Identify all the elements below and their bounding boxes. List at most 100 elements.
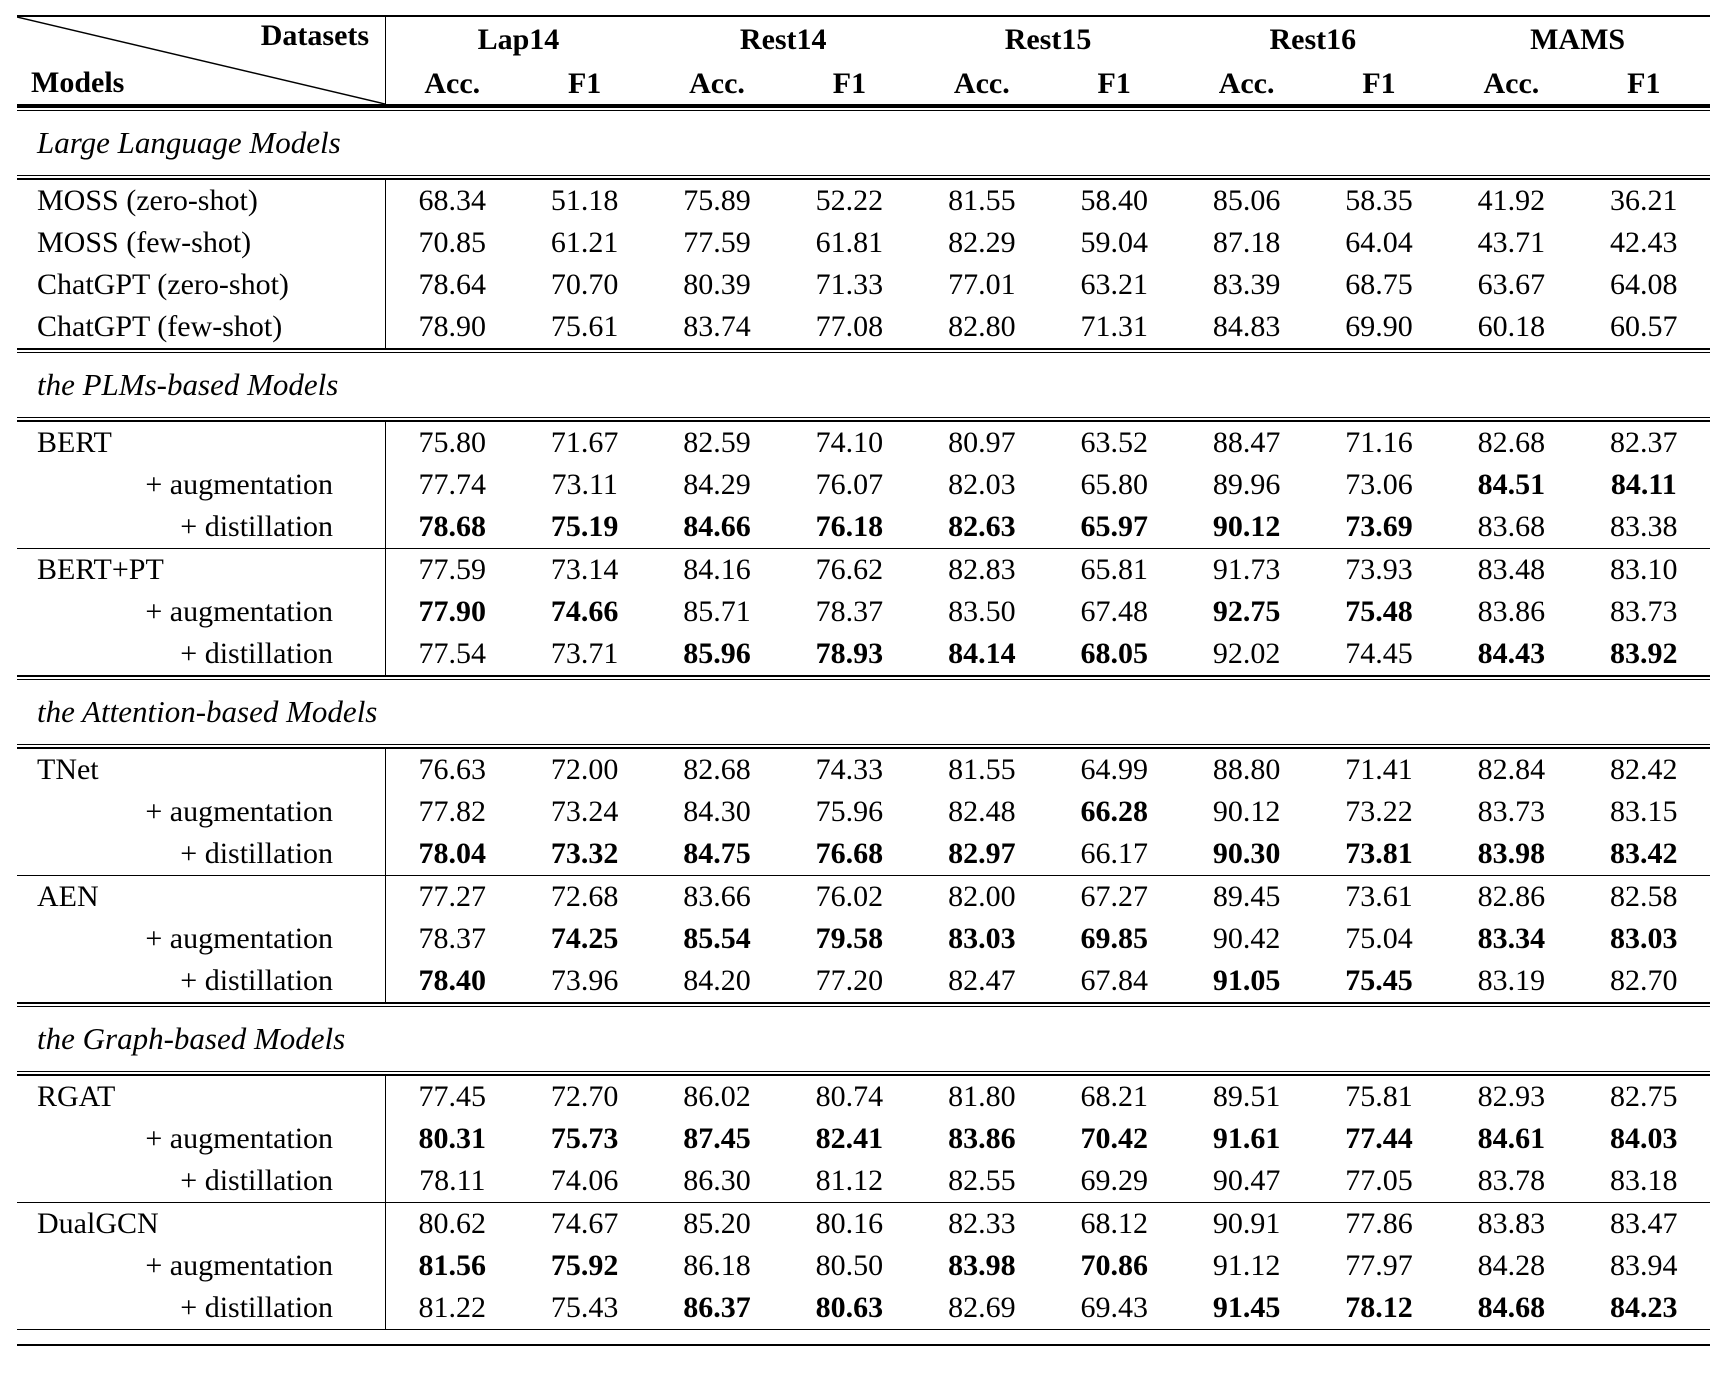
cell-value: 78.12 (1312, 1287, 1446, 1330)
cell-value: 83.94 (1610, 1249, 1678, 1282)
cell-value: 77.90 (418, 595, 487, 628)
cell-value: 77.05 (1345, 1164, 1413, 1197)
cell-value: 78.64 (418, 268, 487, 301)
model-label: ChatGPT (few-shot) (17, 306, 387, 349)
cell-value: 83.68 (1477, 510, 1546, 543)
cell-value: 84.61 (1477, 1122, 1546, 1155)
cell-value: 76.07 (815, 468, 884, 501)
cell-value: 78.68 (418, 510, 487, 543)
cell-value: 80.50 (815, 1249, 884, 1282)
cell-value: 73.11 (551, 468, 618, 501)
cell-value: 82.75 (1577, 1075, 1710, 1118)
table-row: DualGCN 80.62 74.67 85.20 80.16 82.33 68.12 90.… (17, 1202, 1710, 1245)
subcol-f1-rest16: F1 (1312, 63, 1446, 107)
cell-value: 74.10 (783, 421, 916, 464)
table-row: + augmentation 81.56 75.92 86.18 80.50 83.98 7… (17, 1245, 1710, 1287)
cell-value: 76.02 (783, 875, 916, 918)
model-label: MOSS (zero-shot) (17, 179, 387, 222)
cell-value: 82.33 (915, 1202, 1049, 1245)
cell-value: 73.96 (518, 960, 651, 1003)
results-table-grid: Datasets Models Lap14 Rest14 Rest15 Rest16 M… (17, 15, 1710, 1346)
cell-value: 81.56 (418, 1249, 487, 1282)
cell-value: 63.21 (1080, 268, 1148, 301)
cell-value: 74.67 (518, 1202, 651, 1245)
table-row: RGAT 77.45 72.70 86.02 80.74 81.80 68.21 89.51 7… (17, 1075, 1710, 1118)
cell-value: 83.10 (1577, 548, 1710, 591)
cell-value: 71.41 (1312, 748, 1446, 791)
cell-value: 87.18 (1212, 226, 1281, 259)
cell-value: 77.86 (1312, 1202, 1446, 1245)
cell-value: 82.48 (948, 795, 1016, 828)
cell-value: 67.48 (1080, 595, 1148, 628)
cell-value: 65.80 (1080, 468, 1148, 501)
section-title-row: the PLMs-based Models (17, 349, 1710, 421)
cell-value: 82.70 (1577, 960, 1710, 1003)
cell-value: 84.68 (1445, 1287, 1578, 1330)
subcol-f1-lap14: F1 (518, 63, 651, 107)
model-variant-label: + distillation (17, 506, 387, 548)
cell-value: 84.30 (683, 795, 751, 828)
cell-value: 75.43 (518, 1287, 651, 1330)
dataset-header-lap14: Lap14 (477, 23, 560, 56)
cell-value: 63.67 (1477, 268, 1546, 301)
section-title: the PLMs-based Models (17, 349, 1710, 421)
dataset-header-rest16: Rest16 (1269, 23, 1357, 56)
cell-value: 82.29 (948, 226, 1016, 259)
cell-value: 69.43 (1048, 1287, 1181, 1330)
cell-value: 77.82 (418, 795, 487, 828)
cell-value: 73.69 (1345, 510, 1413, 543)
cell-value: 85.20 (650, 1202, 784, 1245)
table-row: + augmentation 78.37 74.25 85.54 79.58 83.03 6… (17, 918, 1710, 960)
model-label: RGAT (17, 1075, 387, 1118)
cell-value: 78.37 (815, 595, 884, 628)
cell-value: 69.29 (1080, 1164, 1148, 1197)
cell-value: 83.42 (1610, 837, 1678, 870)
cell-value: 80.16 (783, 1202, 916, 1245)
cell-value: 82.93 (1445, 1075, 1578, 1118)
cell-value: 68.12 (1048, 1202, 1181, 1245)
cell-value: 77.74 (418, 468, 487, 501)
model-variant-label: + augmentation (17, 1118, 387, 1160)
cell-value: 83.19 (1445, 960, 1578, 1003)
cell-value: 80.39 (683, 268, 751, 301)
cell-value: 64.04 (1345, 226, 1413, 259)
cell-value: 72.68 (518, 875, 651, 918)
table-row: ChatGPT (few-shot) 78.90 75.61 83.74 77.08 82… (17, 306, 1710, 349)
cell-value: 76.18 (815, 510, 884, 543)
cell-value: 92.02 (1180, 633, 1313, 676)
cell-value: 58.40 (1048, 179, 1181, 222)
cell-value: 77.08 (783, 306, 916, 349)
cell-value: 83.03 (948, 922, 1016, 955)
cell-value: 42.43 (1610, 226, 1678, 259)
cell-value: 73.32 (550, 837, 619, 870)
cell-value: 73.24 (550, 795, 619, 828)
cell-value: 83.34 (1477, 922, 1546, 955)
cell-value: 66.17 (1080, 837, 1148, 870)
model-variant-label: + distillation (17, 960, 387, 1003)
cell-value: 83.86 (1477, 595, 1546, 628)
model-label: MOSS (few-shot) (17, 222, 387, 264)
cell-value: 84.83 (1180, 306, 1313, 349)
table-row: BERT 75.80 71.67 82.59 74.10 80.97 63.52 88.47 7… (17, 421, 1710, 464)
table-row: + augmentation 77.74 73.11 84.29 76.07 82.03 6… (17, 464, 1710, 506)
cell-value: 64.99 (1048, 748, 1181, 791)
cell-value: 60.57 (1577, 306, 1710, 349)
spacer-row (17, 1330, 1710, 1344)
cell-value: 77.01 (948, 268, 1016, 301)
cell-value: 91.61 (1212, 1122, 1281, 1155)
cell-value: 74.33 (783, 748, 916, 791)
cell-value: 67.84 (1048, 960, 1181, 1003)
diagonal-line (17, 17, 385, 104)
cell-value: 78.93 (783, 633, 916, 676)
spacer-cell (17, 1330, 1710, 1344)
cell-value: 70.86 (1080, 1249, 1148, 1282)
cell-value: 81.55 (915, 748, 1049, 791)
subcol-f1-rest14: F1 (783, 63, 916, 107)
cell-value: 86.02 (650, 1075, 784, 1118)
cell-value: 71.33 (815, 268, 884, 301)
cell-value: 73.14 (518, 548, 651, 591)
cell-value: 74.25 (550, 922, 619, 955)
cell-value: 80.74 (783, 1075, 916, 1118)
cell-value: 82.55 (948, 1164, 1016, 1197)
cell-value: 59.04 (1080, 226, 1148, 259)
